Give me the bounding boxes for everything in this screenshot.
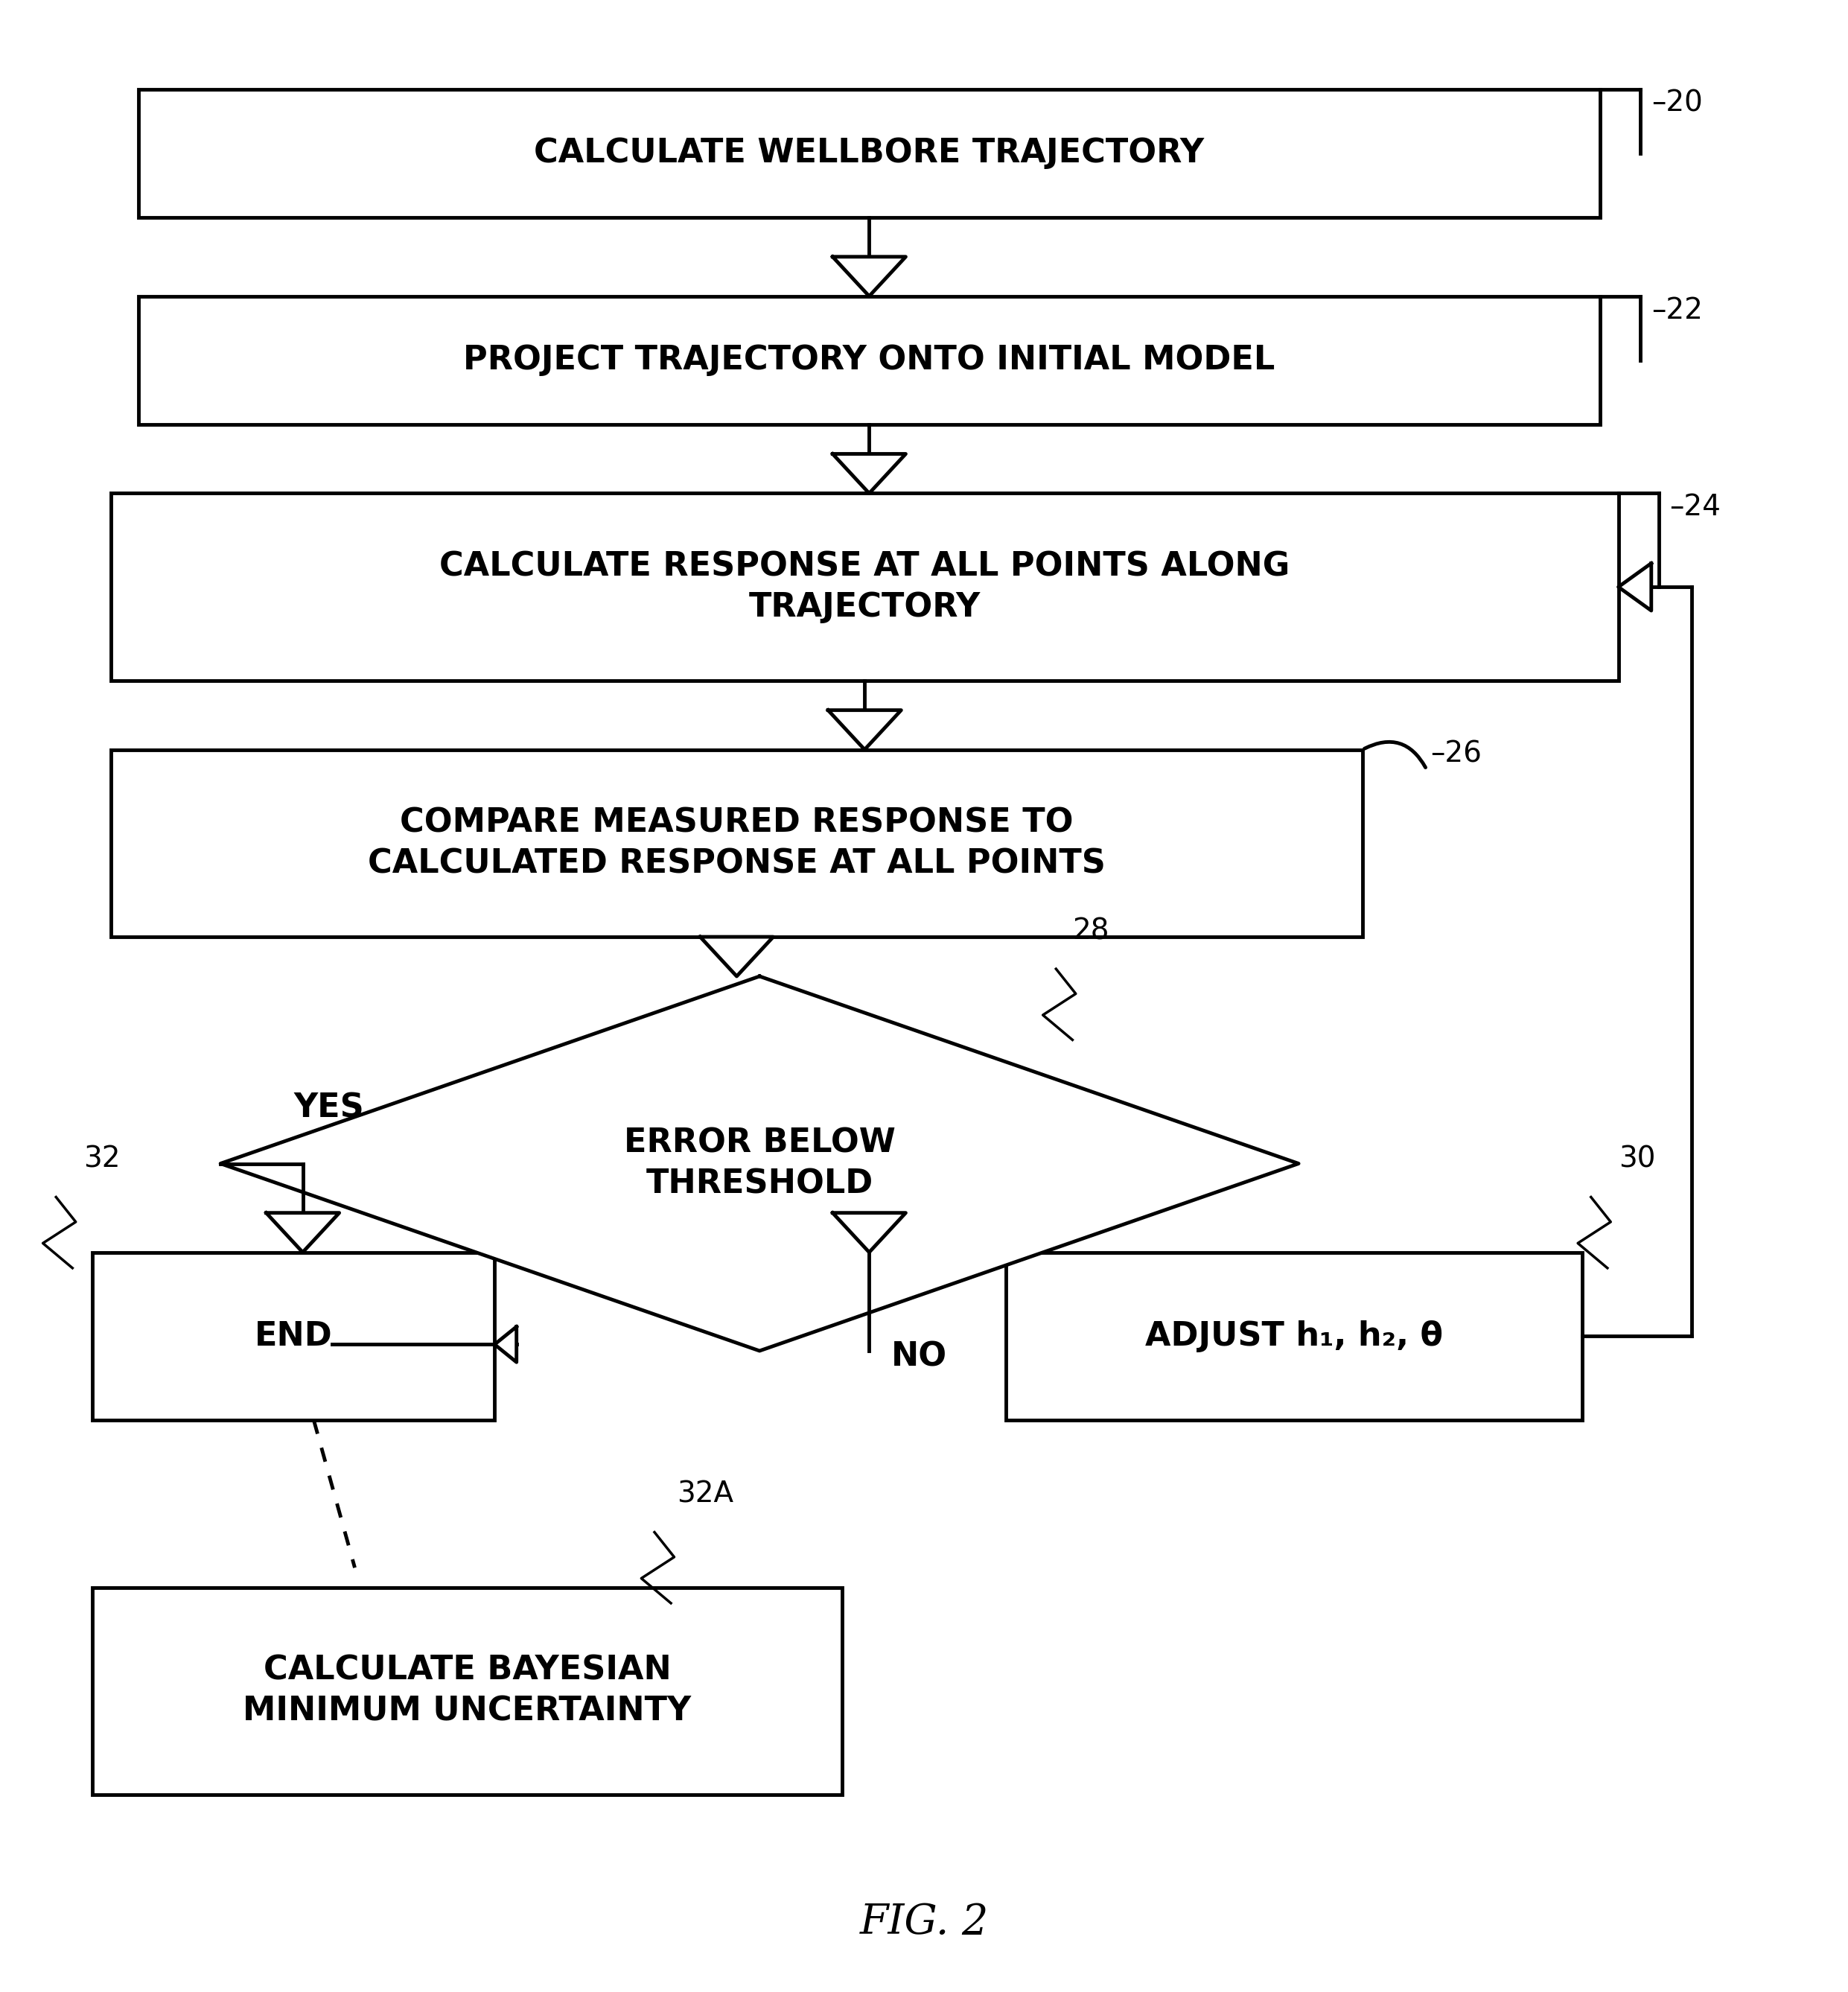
Text: –22: –22	[1652, 297, 1702, 325]
FancyBboxPatch shape	[139, 297, 1600, 424]
Text: 30: 30	[1619, 1145, 1656, 1173]
Text: ADJUST h₁, h₂, θ: ADJUST h₁, h₂, θ	[1146, 1321, 1443, 1353]
FancyBboxPatch shape	[1005, 1253, 1582, 1420]
FancyBboxPatch shape	[92, 1588, 843, 1795]
FancyBboxPatch shape	[111, 494, 1619, 681]
Text: –26: –26	[1430, 739, 1482, 769]
Polygon shape	[833, 257, 906, 297]
Text: ERROR BELOW
THRESHOLD: ERROR BELOW THRESHOLD	[625, 1127, 896, 1199]
Text: 28: 28	[1072, 916, 1109, 946]
Text: CALCULATE RESPONSE AT ALL POINTS ALONG
TRAJECTORY: CALCULATE RESPONSE AT ALL POINTS ALONG T…	[440, 550, 1290, 623]
Text: NO: NO	[891, 1341, 946, 1372]
Text: –20: –20	[1652, 90, 1702, 118]
FancyBboxPatch shape	[139, 90, 1600, 217]
Text: –24: –24	[1669, 494, 1720, 522]
Text: FIG. 2: FIG. 2	[859, 1902, 989, 1942]
Text: COMPARE MEASURED RESPONSE TO
CALCULATED RESPONSE AT ALL POINTS: COMPARE MEASURED RESPONSE TO CALCULATED …	[368, 807, 1105, 880]
Polygon shape	[1619, 564, 1652, 612]
Polygon shape	[700, 936, 772, 976]
Text: PROJECT TRAJECTORY ONTO INITIAL MODEL: PROJECT TRAJECTORY ONTO INITIAL MODEL	[464, 345, 1275, 376]
Polygon shape	[833, 1213, 906, 1253]
Text: 32A: 32A	[676, 1480, 734, 1508]
Text: END: END	[255, 1321, 333, 1353]
Polygon shape	[495, 1327, 516, 1363]
Text: CALCULATE WELLBORE TRAJECTORY: CALCULATE WELLBORE TRAJECTORY	[534, 137, 1205, 169]
FancyBboxPatch shape	[111, 749, 1362, 936]
Text: 32: 32	[83, 1145, 120, 1173]
Polygon shape	[828, 711, 902, 749]
Polygon shape	[833, 454, 906, 494]
Polygon shape	[220, 976, 1299, 1351]
Polygon shape	[266, 1213, 340, 1253]
Text: CALCULATE BAYESIAN
MINIMUM UNCERTAINTY: CALCULATE BAYESIAN MINIMUM UNCERTAINTY	[242, 1655, 691, 1727]
FancyBboxPatch shape	[92, 1253, 495, 1420]
Text: YES: YES	[294, 1092, 364, 1123]
